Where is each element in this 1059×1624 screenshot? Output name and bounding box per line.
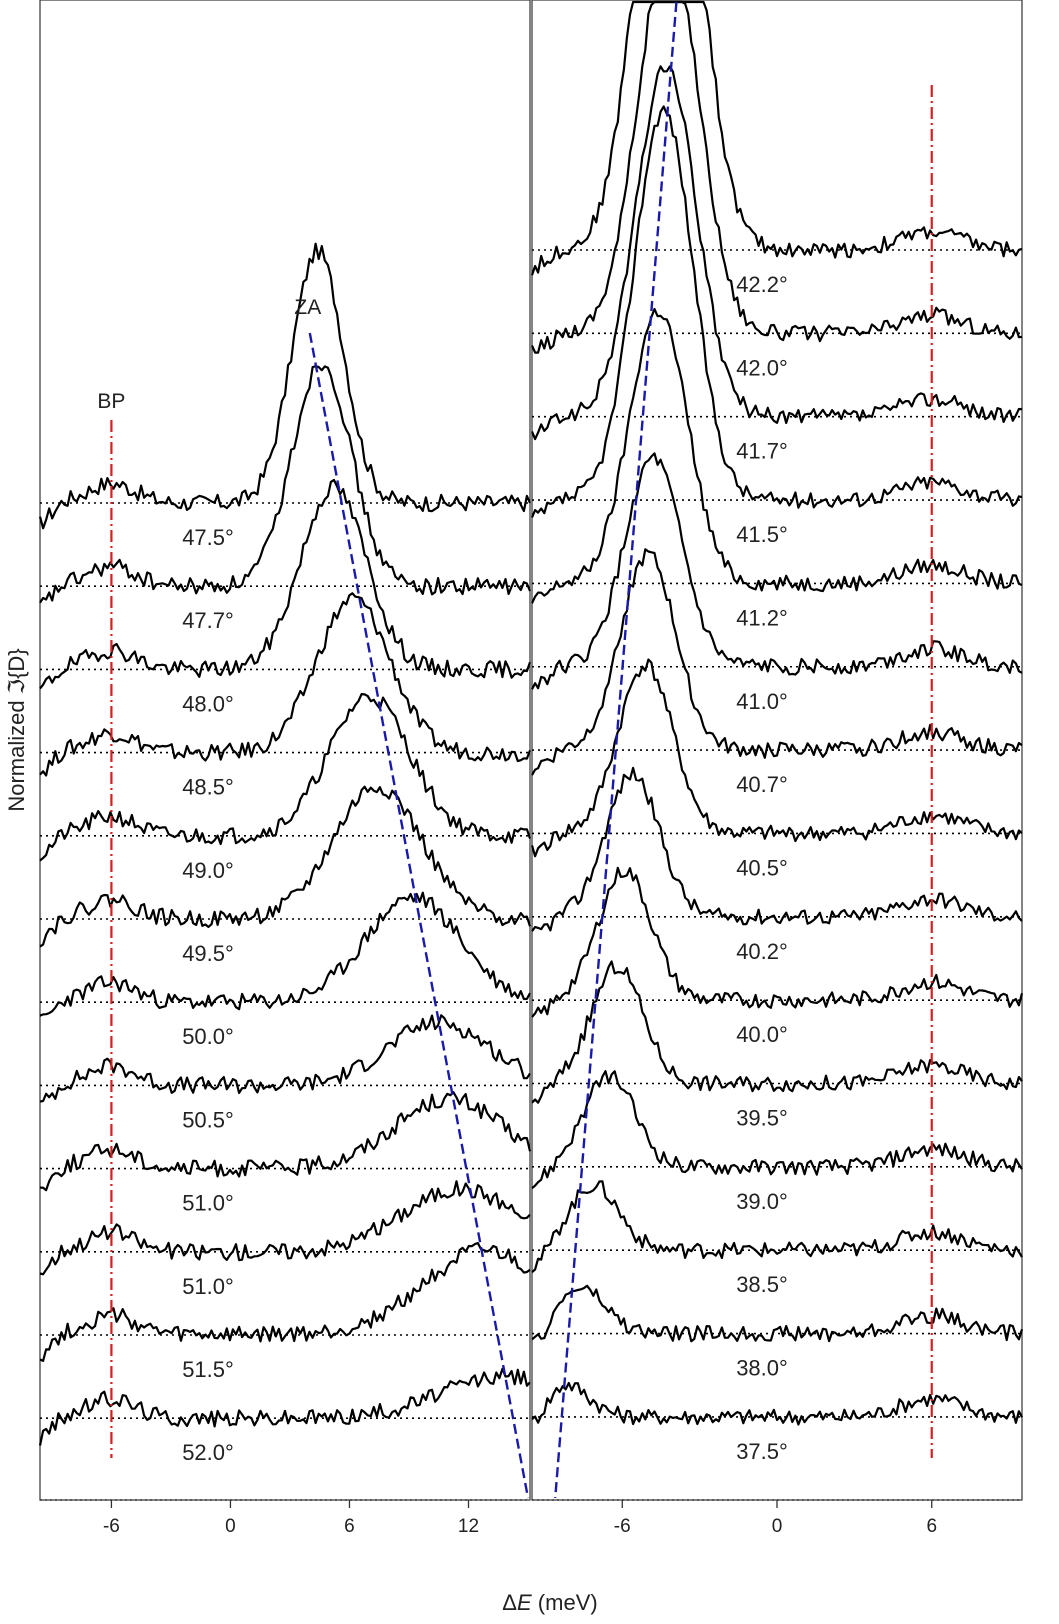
right-spectrum-curve <box>530 105 1023 518</box>
left-za-line <box>308 332 530 1499</box>
left-angle-label: 48.0° <box>182 691 234 716</box>
left-spectrum-curve <box>38 242 532 530</box>
left-angle-label: 49.0° <box>182 858 234 883</box>
y-axis-title: Normalized ℑ{D} <box>4 648 29 811</box>
right-angle-label: 40.5° <box>736 855 788 880</box>
left-angle-label: 48.5° <box>182 775 234 800</box>
right-za-line <box>554 1 678 1499</box>
left-spectrum-curve <box>39 1180 531 1276</box>
right-spectrum-curve <box>530 0 1023 354</box>
right-angle-label: 37.5° <box>736 1439 788 1464</box>
left-panel: -6 0 6 12 47.5° 47.7° 48.0° 48.5° 49.0° 49.5° 50.0… <box>38 0 532 1537</box>
right-angle-label: 41.0° <box>736 689 788 714</box>
left-x-tick-label: 12 <box>458 1516 479 1537</box>
x-axis-title: ΔE (meV) <box>502 1590 597 1615</box>
left-spectrum-curve <box>39 1014 531 1103</box>
right-angle-label: 41.2° <box>736 605 788 630</box>
right-spectrum-curve <box>530 65 1023 441</box>
left-angle-label: 50.5° <box>182 1107 234 1132</box>
right-spectrum-curve <box>531 960 1023 1104</box>
right-spectrum-curve <box>531 1070 1023 1190</box>
left-spectrum-curve <box>39 1241 531 1363</box>
left-spectrum-curve <box>39 592 532 777</box>
left-spectrum-curve <box>39 785 532 948</box>
left-spectrum-curve <box>39 478 532 690</box>
right-spectrum-curve <box>531 866 1024 1018</box>
right-spectrum-curve <box>531 1180 1023 1273</box>
left-angle-label: 52.0° <box>182 1440 234 1465</box>
right-x-tick-label: 6 <box>926 1516 937 1537</box>
right-spectrum-curve <box>531 307 1023 604</box>
left-panel-frame <box>39 0 531 1501</box>
right-angle-label: 41.5° <box>736 522 788 547</box>
right-angle-label: 42.2° <box>736 272 788 297</box>
left-angle-label: 51.0° <box>182 1274 234 1299</box>
left-angle-label: 51.5° <box>182 1357 234 1382</box>
left-spectrum-curve <box>39 891 531 1017</box>
left-angle-label: 47.7° <box>182 608 234 633</box>
right-angle-label: 40.7° <box>736 772 788 797</box>
right-angle-label: 38.5° <box>736 1272 788 1297</box>
right-spectrum-curve <box>530 0 1023 276</box>
left-angle-label: 47.5° <box>182 525 234 550</box>
right-angle-label: 40.2° <box>736 939 788 964</box>
right-angle-label: 39.0° <box>736 1189 788 1214</box>
right-spectrum-curve <box>530 658 1023 858</box>
left-spectrum-curve <box>38 1367 531 1446</box>
right-spectrum-curve <box>531 452 1023 690</box>
left-spectrum-curve <box>39 1091 532 1192</box>
right-spectrum-curve <box>531 548 1023 776</box>
right-x-tick-label: 0 <box>772 1516 783 1537</box>
right-spectrum-curve <box>531 1381 1023 1426</box>
za-label: ZA <box>294 296 321 319</box>
right-angle-label: 42.0° <box>736 355 788 380</box>
left-x-tick-label: 0 <box>225 1516 236 1537</box>
left-angle-label: 49.5° <box>182 941 234 966</box>
left-x-tick-label: -6 <box>103 1516 120 1537</box>
right-spectrum-curve <box>531 766 1023 932</box>
right-angle-label: 39.5° <box>736 1106 788 1131</box>
bp-label: BP <box>97 390 125 413</box>
left-x-tick-label: 6 <box>344 1516 355 1537</box>
left-spectrum-curve <box>39 692 532 862</box>
right-spectrum-curve <box>531 1284 1024 1343</box>
left-spectrum-curve <box>39 365 532 604</box>
right-angle-label: 41.7° <box>736 439 788 464</box>
left-angle-label: 50.0° <box>182 1024 234 1049</box>
right-x-tick-label: -6 <box>614 1516 631 1537</box>
left-angle-label: 51.0° <box>182 1191 234 1216</box>
right-angle-label: 40.0° <box>736 1022 788 1047</box>
right-angle-label: 38.0° <box>736 1356 788 1381</box>
right-panel: -6 0 6 42.2° 42.0° 41.7° 41.5° 41.2° 41.0° 40.7° 4… <box>530 0 1024 1537</box>
